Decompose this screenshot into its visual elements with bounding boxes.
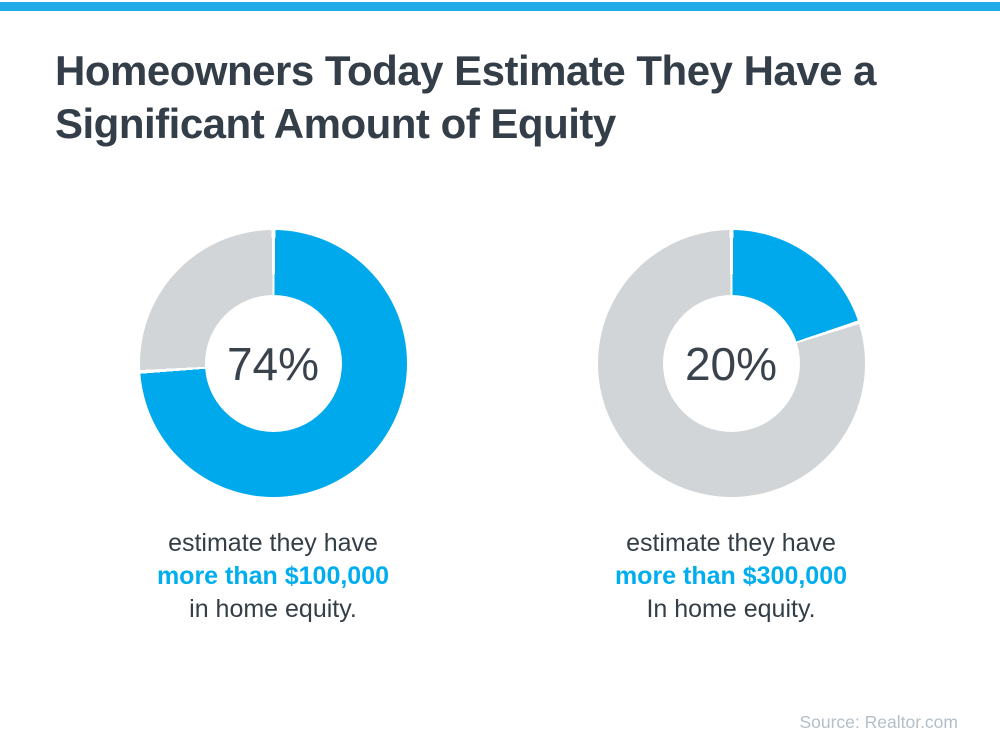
source-attribution: Source: Realtor.com — [799, 712, 958, 732]
caption-line: in home equity. — [189, 595, 357, 623]
donut-hole: 74% — [204, 295, 342, 432]
caption-line: In home equity. — [646, 595, 816, 623]
donut-caption-300k: estimate they have more than $300,000 In… — [564, 527, 898, 626]
donut-center-label: 20% — [684, 337, 778, 390]
donut-center-label: 74% — [226, 337, 320, 390]
title-line-1: Homeowners Today Estimate They Have a — [55, 47, 877, 94]
donut-chart-100k: 74% — [139, 230, 407, 497]
caption-highlight: more than $300,000 — [614, 562, 848, 590]
donut-caption-100k: estimate they have more than $100,000 in… — [106, 527, 440, 626]
donut-hole: 20% — [662, 295, 800, 432]
donut-group-300k: 20% estimate they have more than $300,00… — [564, 230, 898, 626]
page-title: Homeowners Today Estimate They Have a Si… — [55, 44, 955, 150]
caption-highlight: more than $100,000 — [156, 562, 390, 590]
caption-line: estimate they have — [626, 529, 836, 557]
donut-group-100k: 74% estimate they have more than $100,00… — [106, 230, 440, 626]
top-accent-bar — [0, 2, 1000, 11]
caption-line: estimate they have — [168, 529, 378, 557]
title-line-2: Significant Amount of Equity — [55, 100, 616, 147]
donut-chart-300k: 20% — [597, 230, 865, 497]
